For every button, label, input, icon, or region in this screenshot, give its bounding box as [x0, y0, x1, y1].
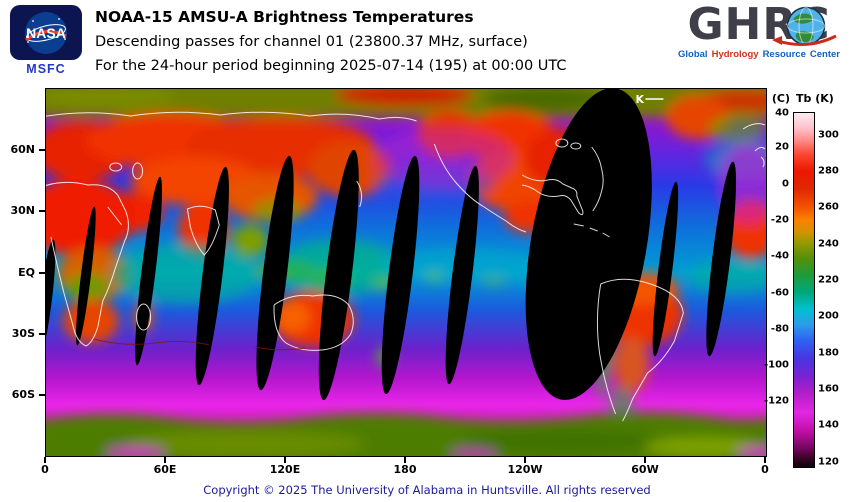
x-tick-label: 120W: [507, 463, 543, 476]
header-titles: NOAA-15 AMSU-A Brightness Temperatures D…: [95, 8, 567, 82]
nasa-logo-text: NASA: [26, 25, 66, 41]
x-tick-label: 0: [761, 463, 769, 476]
nasa-meatball-icon: NASA: [25, 11, 67, 54]
page-subtitle: Descending passes for channel 01 (23800.…: [95, 34, 528, 50]
ghrc-tagline-word: Global: [678, 49, 708, 60]
tick-mark: [39, 393, 45, 396]
x-tick-label: 60E: [153, 463, 177, 476]
y-tick-label: EQ: [18, 265, 35, 279]
data-gap-lenses: [46, 89, 737, 401]
tick-mark: [39, 149, 45, 152]
map-frame: K: [45, 88, 767, 457]
kelvin-tick-label: 160: [818, 383, 839, 395]
y-axis: 60N 30N EQ 30S 60S: [0, 89, 45, 456]
celsius-tick-label: -100: [763, 359, 789, 371]
celsius-tick-label: -80: [770, 323, 789, 335]
y-tick-label: 60S: [11, 387, 35, 401]
tick-mark: [764, 457, 766, 463]
tick-mark: [44, 457, 46, 463]
colorbar-celsius-scale: 40 20 0 -20 -40 -60 -80 -100 -120: [756, 108, 789, 467]
tick-mark: [39, 271, 45, 274]
tick-mark: [524, 457, 526, 463]
ghrc-tagline-word: Center: [809, 49, 840, 60]
celsius-tick-label: -60: [770, 287, 789, 298]
kelvin-tick-label: 180: [818, 347, 839, 359]
kelvin-tick-label: 220: [818, 274, 839, 286]
tick-mark: [643, 457, 646, 463]
nasa-msfc-label: MSFC: [26, 62, 66, 76]
page-period-line: For the 24-hour period beginning 2025-07…: [95, 58, 567, 74]
coastlines-layer: [46, 111, 766, 422]
celsius-tick-label: -40: [770, 250, 789, 262]
celsius-tick-label: -20: [770, 214, 789, 226]
y-tick-label: 30N: [10, 204, 35, 218]
map-graphic: K: [46, 89, 766, 456]
ghrc-globe-icon: [786, 6, 826, 46]
page-title: NOAA-15 AMSU-A Brightness Temperatures: [95, 8, 474, 26]
tick-mark: [404, 457, 406, 463]
celsius-tick-label: -120: [763, 395, 789, 407]
x-tick-label: 0: [41, 463, 49, 476]
x-tick-label: 60W: [631, 463, 659, 476]
kelvin-tick-label: 240: [818, 238, 839, 250]
colorbar-kelvin-header: Tb (K): [796, 92, 834, 105]
y-tick-label: 60N: [10, 143, 35, 157]
svg-text:K: K: [636, 93, 645, 106]
colorbar: [793, 112, 815, 468]
nasa-logo: NASA: [10, 5, 82, 60]
x-axis: 0 60E 120E 180 120W 60W 0: [41, 457, 769, 479]
y-tick-label: 30S: [11, 326, 35, 340]
celsius-tick-label: 0: [782, 178, 789, 189]
x-tick-label: 120E: [269, 463, 301, 476]
colorbar-celsius-header: (C): [771, 92, 790, 105]
celsius-tick-label: 20: [775, 141, 789, 153]
ghrc-logo: GHRC Global Hydrology Resource Center: [668, 2, 850, 61]
contour-streaks: [93, 338, 305, 351]
tick-mark: [164, 457, 166, 463]
kelvin-tick-label: 280: [818, 165, 839, 177]
k-marker: K: [636, 93, 664, 106]
colorbar-kelvin-scale: 300 280 260 240 220 200 180 160 140 120: [818, 113, 852, 467]
kelvin-tick-label: 300: [818, 129, 839, 141]
kelvin-tick-label: 260: [818, 201, 839, 213]
kelvin-tick-label: 200: [818, 310, 839, 322]
tick-mark: [283, 457, 286, 463]
ghrc-tagline: Global Hydrology Resource Center: [668, 49, 850, 60]
kelvin-tick-label: 140: [818, 419, 839, 431]
celsius-tick-label: 40: [775, 107, 789, 119]
x-tick-label: 180: [393, 463, 417, 476]
ghrc-tagline-word: Resource: [762, 49, 806, 60]
ghrc-tagline-word: Hydrology: [711, 49, 759, 60]
kelvin-tick-label: 120: [818, 456, 839, 468]
tick-mark: [39, 332, 45, 335]
tick-mark: [39, 210, 45, 213]
footer-copyright: Copyright © 2025 The University of Alaba…: [203, 483, 651, 497]
ghrc-swoosh-icon: [772, 34, 837, 47]
